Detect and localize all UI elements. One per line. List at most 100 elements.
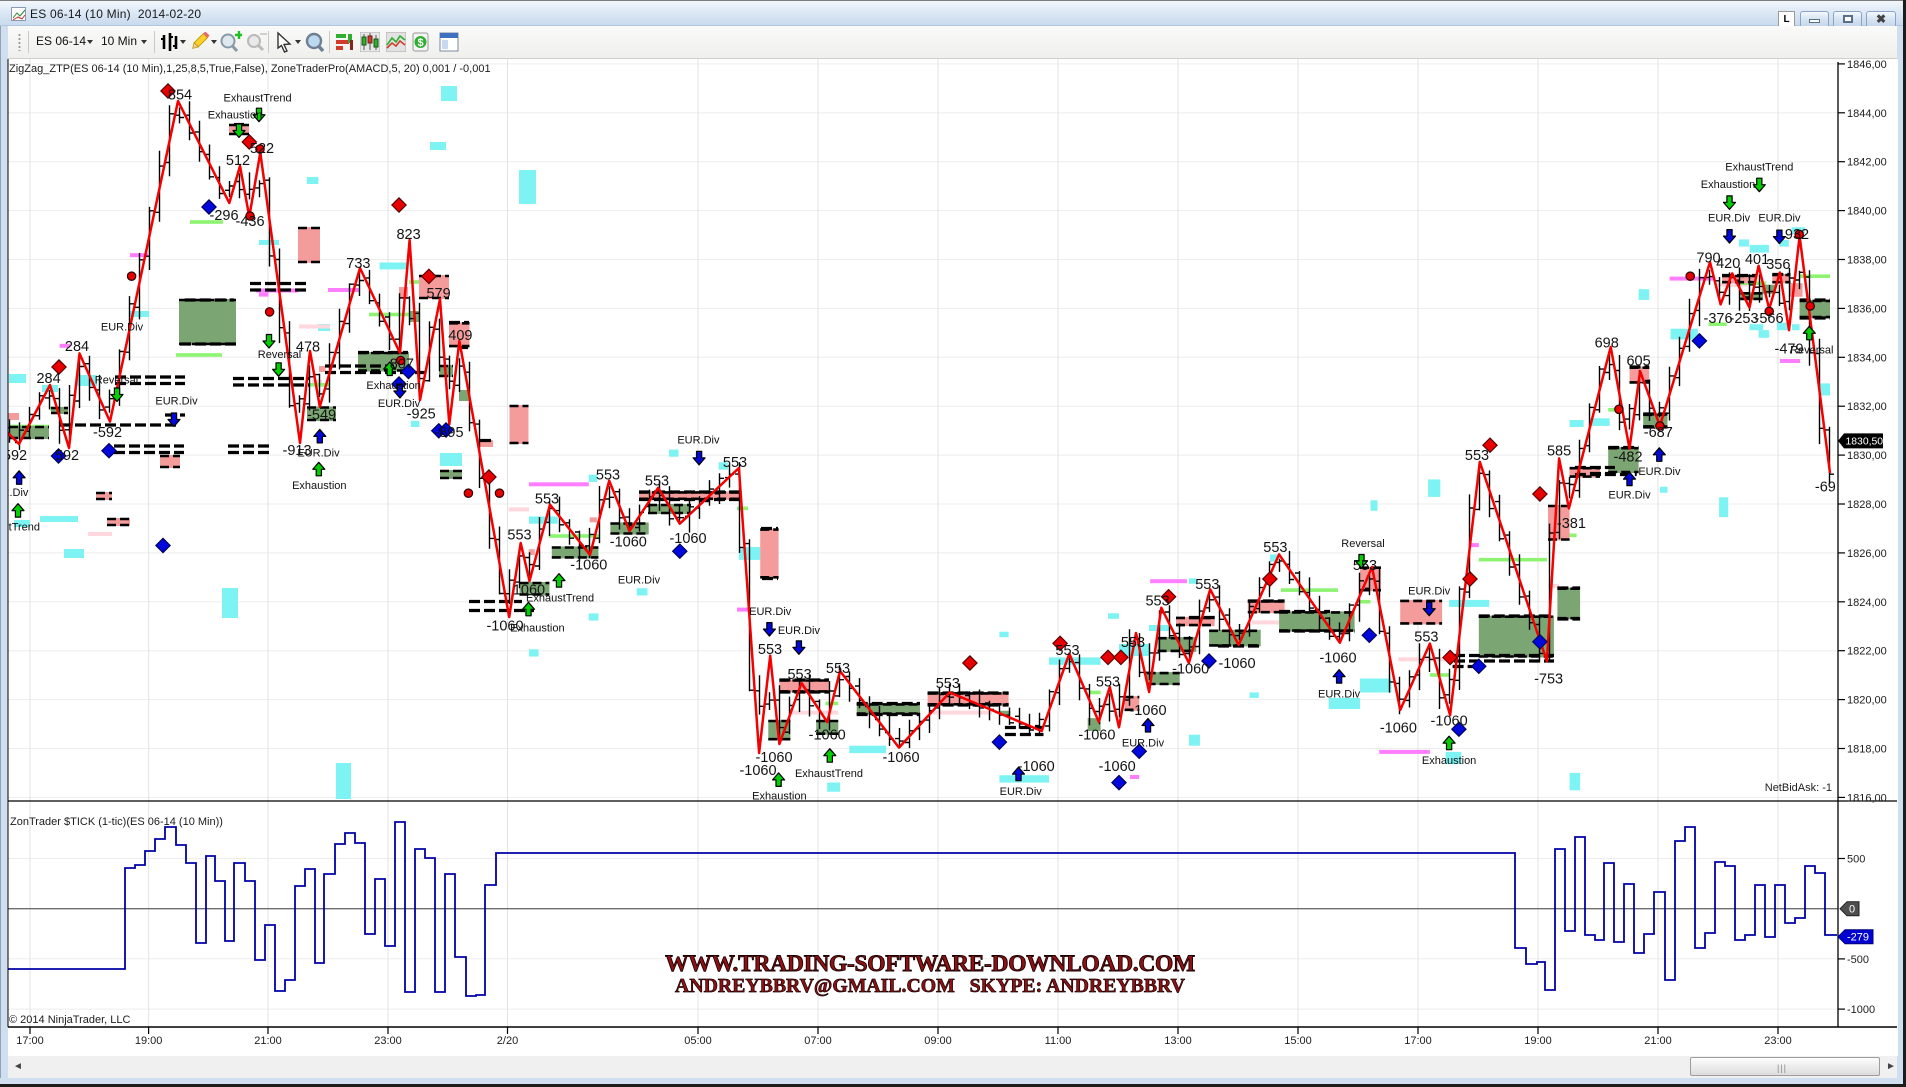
svg-text:478: 478	[296, 339, 320, 355]
svg-text:592: 592	[55, 448, 79, 464]
svg-text:-69: -69	[1815, 480, 1836, 496]
svg-text:592: 592	[3, 448, 27, 464]
svg-text:512: 512	[226, 153, 250, 169]
svg-text:553: 553	[723, 455, 747, 471]
svg-text:13:00: 13:00	[1164, 1035, 1192, 1047]
svg-text:1846,00: 1846,00	[1847, 59, 1887, 71]
svg-text:-500: -500	[1847, 954, 1869, 966]
svg-text:19:00: 19:00	[135, 1035, 163, 1047]
svg-text:Reversal: Reversal	[1341, 538, 1384, 550]
svg-text:-1060: -1060	[1129, 703, 1166, 719]
svg-text:21:00: 21:00	[254, 1035, 282, 1047]
svg-text:EUR.Div: EUR.Div	[1758, 212, 1801, 224]
svg-text:1844,00: 1844,00	[1847, 108, 1887, 120]
svg-text:EUR.Div: EUR.Div	[1408, 586, 1451, 598]
svg-text:-592: -592	[93, 425, 122, 441]
svg-text:Exhaustion: Exhaustion	[752, 791, 806, 803]
svg-text:522: 522	[250, 141, 274, 157]
svg-text:-566: -566	[1754, 311, 1783, 327]
svg-text:EUR.Div: EUR.Div	[618, 574, 661, 586]
svg-text:807: 807	[390, 356, 414, 372]
svg-text:-279: -279	[1847, 932, 1869, 944]
svg-text:-1060: -1060	[1018, 759, 1055, 775]
svg-text:EUR.Div: EUR.Div	[1638, 466, 1681, 478]
svg-text:553: 553	[645, 474, 669, 490]
svg-text:-1060: -1060	[1380, 720, 1417, 736]
svg-text:Exhaustion: Exhaustion	[1701, 179, 1755, 191]
svg-text:-895: -895	[434, 425, 463, 441]
svg-text:17:00: 17:00	[16, 1035, 44, 1047]
svg-text:2/20: 2/20	[497, 1035, 518, 1047]
svg-text:553: 553	[1121, 635, 1145, 651]
svg-text:-482: -482	[1613, 449, 1642, 465]
svg-text:ZigZag_ZTP(ES 06-14 (10 Min),1: ZigZag_ZTP(ES 06-14 (10 Min),1,25,8,5,Tr…	[9, 63, 491, 75]
svg-text:1836,00: 1836,00	[1847, 303, 1887, 315]
svg-text:-753: -753	[1534, 672, 1563, 688]
svg-text:1824,00: 1824,00	[1847, 597, 1887, 609]
svg-text:401: 401	[1745, 252, 1769, 268]
svg-text:23:00: 23:00	[374, 1035, 402, 1047]
svg-text:$: $	[417, 37, 423, 49]
svg-text:-296: -296	[209, 208, 238, 224]
svg-text:1828,00: 1828,00	[1847, 499, 1887, 511]
svg-text:284: 284	[36, 371, 60, 387]
svg-text:1840,00: 1840,00	[1847, 206, 1887, 218]
svg-text:553: 553	[936, 676, 960, 692]
svg-text:733: 733	[346, 256, 370, 272]
svg-text:EUR.Div: EUR.Div	[677, 435, 720, 447]
svg-text:553: 553	[1145, 593, 1169, 609]
svg-text:ExhaustTrend: ExhaustTrend	[1725, 162, 1793, 174]
svg-text:Exhaustion: Exhaustion	[366, 380, 420, 392]
svg-text:790: 790	[1696, 250, 1720, 266]
svg-text:553: 553	[1055, 643, 1079, 659]
svg-text:698: 698	[1595, 335, 1619, 351]
svg-text:EUR.Div: EUR.Div	[297, 447, 340, 459]
svg-text:553: 553	[507, 528, 531, 544]
svg-text:-436: -436	[235, 214, 264, 230]
svg-text:Exhaustion: Exhaustion	[292, 480, 346, 492]
svg-text:23:00: 23:00	[1764, 1035, 1792, 1047]
svg-text:ZonTrader $TICK (1-tic)(ES 06-: ZonTrader $TICK (1-tic)(ES 06-14 (10 Min…	[10, 816, 223, 828]
svg-text:EUR.Div: EUR.Div	[378, 398, 421, 410]
svg-text:ExhaustTrend: ExhaustTrend	[224, 93, 292, 105]
svg-text:EUR.Div: EUR.Div	[1318, 689, 1361, 701]
svg-text:15:00: 15:00	[1284, 1035, 1312, 1047]
svg-text:-1000: -1000	[1847, 1004, 1875, 1016]
svg-text:-925: -925	[407, 407, 436, 423]
svg-text:553: 553	[1465, 448, 1489, 464]
svg-text:553: 553	[826, 661, 850, 677]
svg-text:-1060: -1060	[882, 750, 919, 766]
svg-text:ANDREYBBRV@GMAIL.COM SKYPE:: ANDREYBBRV@GMAIL.COM SKYPE: ANDREYBBRV	[675, 975, 1186, 997]
svg-text:-381: -381	[1557, 516, 1586, 532]
svg-text:EUR.Div: EUR.Div	[1708, 212, 1751, 224]
svg-text:17:00: 17:00	[1404, 1035, 1432, 1047]
svg-text:1818,00: 1818,00	[1847, 744, 1887, 756]
svg-text:0: 0	[1849, 904, 1855, 916]
svg-text:553: 553	[1414, 630, 1438, 646]
svg-text:ExhaustTrend: ExhaustTrend	[795, 768, 863, 780]
svg-text:WWW.TRADING-SOFTWARE-DOWNLOAD.: WWW.TRADING-SOFTWARE-DOWNLOAD.COM	[665, 951, 1195, 977]
svg-text:579: 579	[426, 286, 450, 302]
svg-text:1816,00: 1816,00	[1847, 792, 1887, 804]
svg-text:553: 553	[535, 492, 559, 508]
svg-text:-479: -479	[1774, 342, 1803, 358]
svg-text:420: 420	[1716, 256, 1740, 272]
svg-text:-1060: -1060	[1431, 713, 1468, 729]
svg-text:Reversal: Reversal	[258, 349, 301, 361]
svg-text:NetBidAsk: -1: NetBidAsk: -1	[1765, 782, 1832, 794]
svg-text:EUR.Div: EUR.Div	[749, 606, 792, 618]
svg-text:Exhaustion: Exhaustion	[208, 110, 262, 122]
svg-text:553: 553	[1263, 540, 1287, 556]
svg-text:1830,50: 1830,50	[1846, 437, 1884, 448]
svg-text:Reversal: Reversal	[95, 375, 138, 387]
svg-text:1830,00: 1830,00	[1847, 450, 1887, 462]
svg-text:-1060: -1060	[1319, 650, 1356, 666]
svg-text:932: 932	[1785, 227, 1809, 243]
svg-text:-1060: -1060	[1218, 656, 1255, 672]
svg-text:823: 823	[396, 227, 420, 243]
svg-text:-1060: -1060	[486, 618, 523, 634]
svg-text:553: 553	[1096, 674, 1120, 690]
svg-text:-1060: -1060	[669, 531, 706, 547]
svg-text:1822,00: 1822,00	[1847, 646, 1887, 658]
svg-text:553: 553	[1195, 577, 1219, 593]
